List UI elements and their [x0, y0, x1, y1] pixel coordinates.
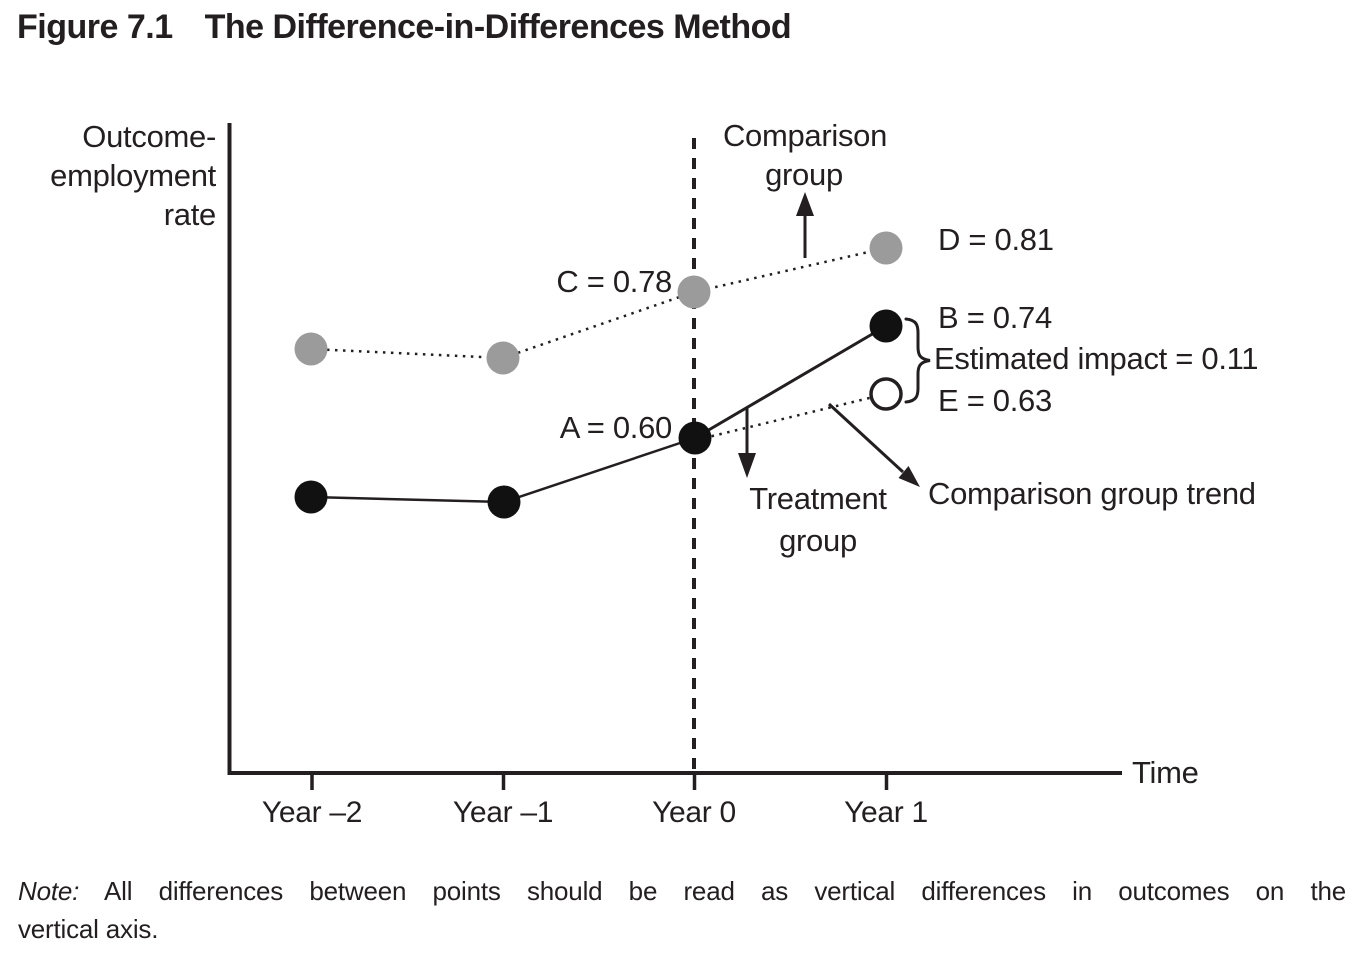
comparison-group-label-line1: Comparison — [723, 118, 887, 153]
comparison-point-c — [677, 275, 711, 309]
note-prefix: Note: — [18, 876, 80, 906]
y-axis-label-line2: employment — [50, 158, 217, 193]
note-line1-text: All differences between points should be… — [104, 876, 1346, 906]
y-axis-label-line1: Outcome- — [82, 119, 216, 154]
treatment-point-year-minus1 — [487, 485, 521, 519]
x-axis-label: Time — [1132, 755, 1199, 790]
treatment-point-b — [869, 309, 903, 343]
counterfactual-point-e — [869, 377, 903, 411]
treatment-group-arrow — [738, 407, 756, 478]
comparison-group-label-line2: group — [765, 157, 843, 192]
tick-label-year-minus2: Year –2 — [262, 796, 362, 829]
treatment-jump-line — [694, 324, 887, 440]
figure-number: Figure 7.1 — [17, 8, 173, 46]
treatment-point-a — [678, 421, 712, 455]
point-a-label: A = 0.60 — [560, 410, 672, 445]
comparison-point-d — [869, 231, 903, 265]
point-e-label: E = 0.63 — [938, 383, 1052, 418]
figure-title-text: The Difference-in-Differences Method — [204, 8, 792, 46]
y-axis-label-line3: rate — [164, 197, 216, 232]
comparison-point-year-minus1 — [486, 341, 520, 375]
trend-label: Comparison group trend — [928, 476, 1256, 511]
note-line1: Note: All differences between points sho… — [18, 872, 1346, 910]
point-b-label: B = 0.74 — [938, 300, 1052, 335]
treatment-point-year-minus2 — [294, 480, 328, 514]
treatment-group-label-line1: Treatment — [749, 481, 887, 516]
counterfactual-trend-line — [695, 392, 887, 442]
tick-label-year-minus1: Year –1 — [453, 796, 553, 829]
figure-note: Note: All differences between points sho… — [18, 872, 1346, 948]
figure-title: Figure 7.1 The Difference-in-Differences … — [17, 8, 792, 47]
did-chart: Outcome- employment rate Time Year –2 Ye… — [50, 118, 1258, 829]
tick-label-year0: Year 0 — [652, 796, 736, 829]
comparison-group-arrow — [796, 192, 814, 258]
impact-brace — [904, 317, 931, 404]
tick-label-year1: Year 1 — [844, 796, 928, 829]
note-line2: vertical axis. — [18, 914, 159, 944]
treatment-group-label-line2: group — [779, 523, 857, 558]
impact-label: Estimated impact = 0.11 — [934, 341, 1258, 376]
point-d-label: D = 0.81 — [938, 222, 1054, 257]
point-c-label: C = 0.78 — [556, 264, 672, 299]
comparison-point-year-minus2 — [294, 332, 328, 366]
trend-arrow — [827, 402, 920, 487]
comparison-group-line — [310, 246, 887, 360]
